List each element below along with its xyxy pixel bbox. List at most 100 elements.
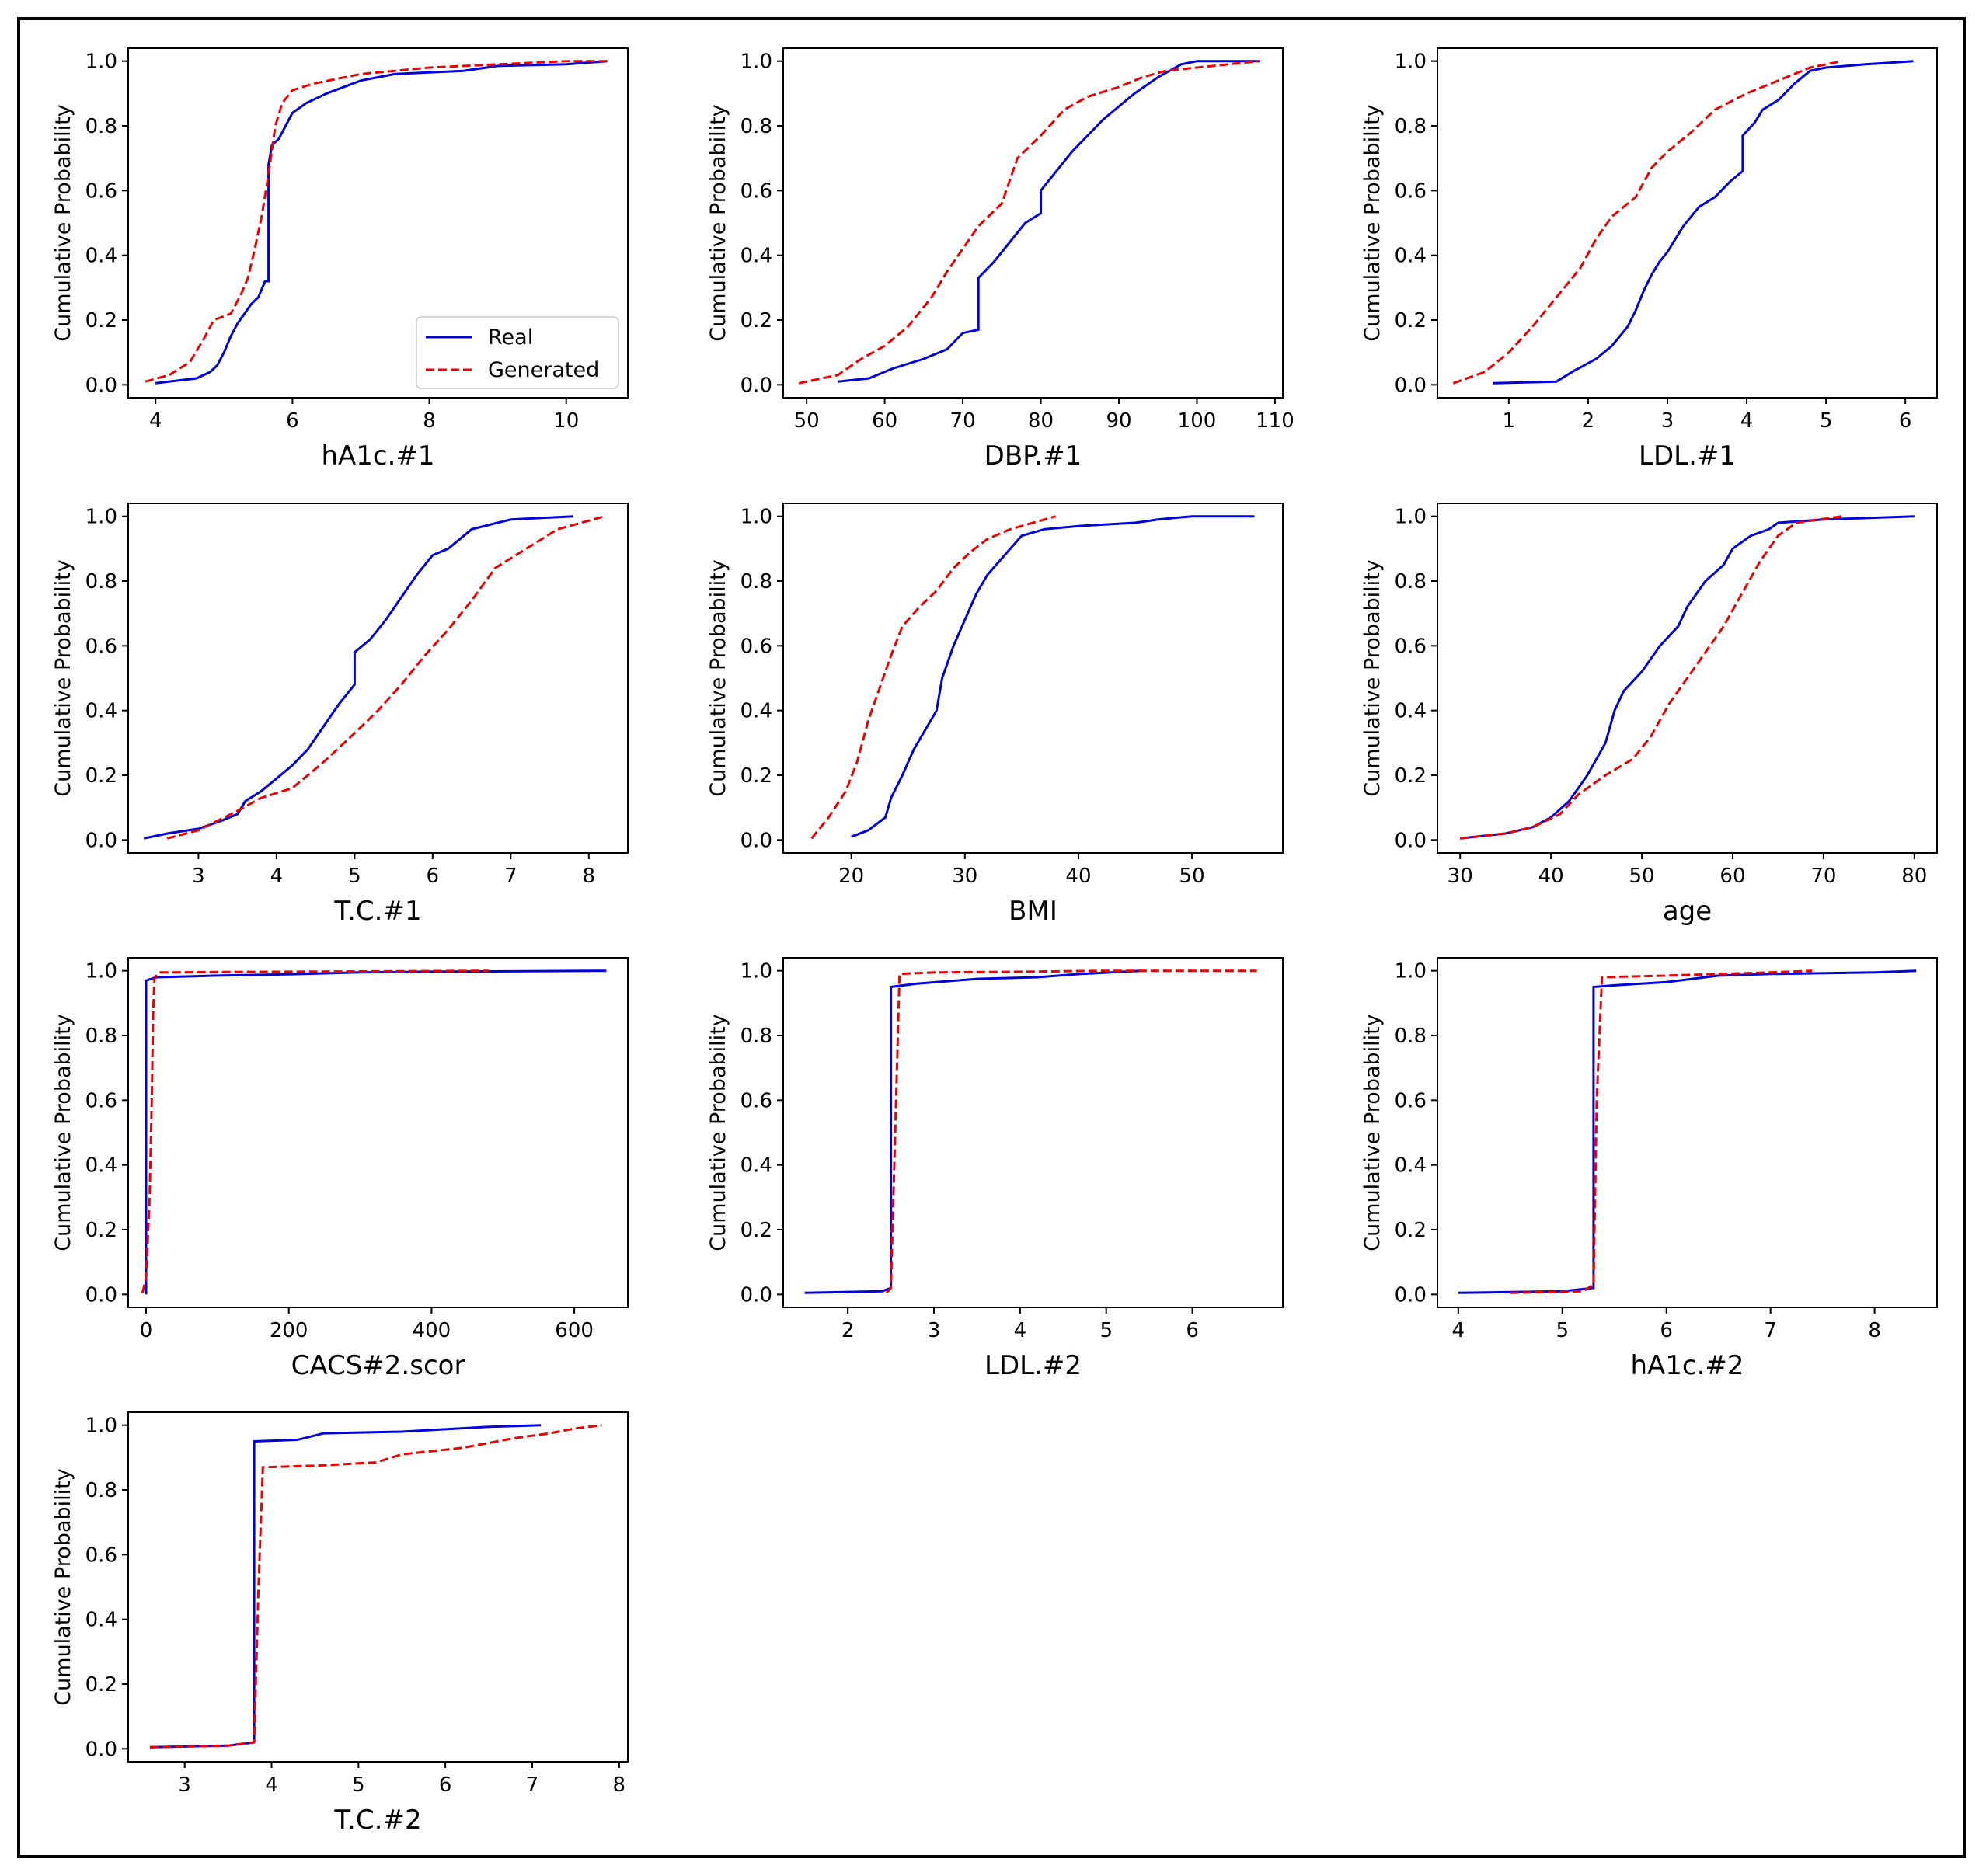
x-tick-label: 6 [286, 409, 299, 433]
x-tick-label: 8 [582, 865, 595, 888]
x-axis-label: hA1c.#1 [321, 440, 434, 472]
y-tick-label: 0.2 [85, 1673, 117, 1697]
y-axis-label: Cumulative Probability [1361, 104, 1385, 341]
y-tick-label: 0.2 [740, 309, 772, 332]
series-line-real [838, 60, 1260, 383]
plot-axes-frame [782, 47, 1284, 399]
x-tick-label: 4 [1014, 1319, 1027, 1342]
y-tick-label: 0.4 [740, 700, 772, 723]
y-tick-label: 0.6 [85, 179, 117, 203]
x-tick-label: 6 [1660, 1319, 1673, 1342]
x-tick-label: 3 [178, 1773, 191, 1797]
x-axis-label: age [1663, 896, 1712, 927]
series-line-real [1458, 969, 1917, 1294]
y-tick-label: 0.6 [85, 1089, 117, 1112]
y-tick-label: 0.4 [85, 245, 117, 268]
y-tick-label: 0.0 [85, 1283, 117, 1307]
y-tick-label: 0.0 [85, 829, 117, 852]
chart-panel-6: 0.0 0.2 0.4 0.6 0.8 1.0 30 40 50 60 70 80 age Cumulat… [1361, 503, 1938, 927]
x-tick-label: 50 [794, 409, 820, 433]
chart-panel-8: 0.0 0.2 0.4 0.6 0.8 1.0 2 3 4 5 6 LDL.#2 Cumulative … [706, 957, 1284, 1381]
x-tick-label: 4 [149, 409, 162, 433]
y-tick-label: 0.2 [740, 1219, 772, 1242]
y-tick-label: 0.8 [740, 1025, 772, 1048]
y-tick-label: 0.0 [740, 829, 772, 852]
x-tick-label: 5 [1556, 1319, 1569, 1342]
y-axis-label: Cumulative Probability [706, 104, 730, 341]
x-tick-label: 4 [1452, 1319, 1465, 1342]
y-tick-label: 0.2 [740, 764, 772, 788]
y-tick-label: 0.0 [85, 374, 117, 397]
y-tick-label: 0.6 [85, 635, 117, 658]
x-tick-label: 5 [352, 1773, 365, 1797]
x-tick-label: 80 [1901, 865, 1927, 888]
y-tick-label: 0.4 [1395, 245, 1427, 268]
x-tick-label: 2 [841, 1319, 855, 1342]
y-tick-label: 0.8 [740, 570, 772, 593]
x-tick-label: 7 [526, 1773, 539, 1797]
x-tick-label: 60 [872, 409, 897, 433]
series-line-generated [1510, 969, 1813, 1294]
series-line-real [143, 515, 573, 840]
plot-axes-frame [127, 47, 629, 399]
series-line-real [851, 515, 1255, 838]
y-tick-label: 0.2 [85, 764, 117, 788]
figure-frame [17, 17, 1966, 1858]
series-line-real [145, 969, 607, 1295]
x-tick-label: 50 [1629, 865, 1654, 888]
x-tick-label: 200 [270, 1319, 308, 1342]
x-axis-label: LDL.#2 [984, 1350, 1082, 1381]
series-line-generated [141, 969, 489, 1293]
y-tick-label: 1.0 [740, 506, 772, 529]
x-tick-label: 3 [1661, 409, 1674, 433]
y-tick-label: 0.6 [740, 1089, 772, 1112]
y-tick-label: 0.8 [740, 115, 772, 138]
x-tick-label: 6 [1186, 1319, 1199, 1342]
x-tick-label: 30 [952, 865, 977, 888]
x-tick-label: 5 [348, 865, 361, 888]
x-axis-label: LDL.#1 [1639, 440, 1736, 472]
x-axis-label: DBP.#1 [984, 440, 1082, 472]
chart-panel-4: 0.0 0.2 0.4 0.6 0.8 1.0 3 4 5 6 7 8 T.C.#1 Cumulative… [51, 503, 629, 927]
series-line-real [1493, 60, 1914, 385]
y-tick-label: 0.2 [85, 1219, 117, 1242]
series-line-generated [798, 60, 1260, 385]
x-tick-label: 600 [555, 1319, 594, 1342]
x-tick-label: 0 [140, 1319, 153, 1342]
chart-panel-9: 0.0 0.2 0.4 0.6 0.8 1.0 4 5 6 7 8 hA1c.#2 Cumulative… [1361, 957, 1938, 1381]
y-tick-label: 0.2 [1395, 309, 1427, 332]
x-tick-label: 70 [950, 409, 976, 433]
x-tick-label: 10 [553, 409, 579, 433]
series-line-real [155, 60, 608, 385]
plot-axes-frame [127, 957, 629, 1308]
x-tick-label: 3 [928, 1319, 941, 1342]
y-tick-label: 0.2 [1395, 1219, 1427, 1242]
y-tick-label: 0.8 [85, 1479, 117, 1502]
chart-panel-3: 0.0 0.2 0.4 0.6 0.8 1.0 1 2 3 4 5 6 LDL.#1 Cumulative… [1361, 47, 1938, 472]
series-line-generated [810, 515, 1057, 840]
y-tick-label: 1.0 [1395, 50, 1427, 74]
x-axis-label: CACS#2.scor [291, 1350, 465, 1381]
y-tick-label: 0.6 [740, 635, 772, 658]
x-axis-label: T.C.#1 [333, 896, 421, 927]
x-tick-label: 40 [1538, 865, 1564, 888]
series-line-generated [1460, 515, 1842, 840]
x-tick-label: 70 [1810, 865, 1836, 888]
y-tick-label: 0.6 [1395, 635, 1427, 658]
y-axis-label: Cumulative Probability [1361, 1014, 1385, 1251]
y-tick-label: 0.6 [1395, 179, 1427, 203]
x-tick-label: 80 [1028, 409, 1054, 433]
y-axis-label: Cumulative Probability [51, 559, 75, 796]
x-tick-label: 8 [423, 409, 436, 433]
x-tick-label: 4 [270, 865, 284, 888]
y-tick-label: 0.8 [85, 1025, 117, 1048]
x-tick-label: 20 [838, 865, 864, 888]
y-tick-label: 0.4 [740, 245, 772, 268]
series-line-generated [145, 60, 608, 383]
chart-panel-10: 0.0 0.2 0.4 0.6 0.8 1.0 3 4 5 6 7 8 T.C.#2 Cumulative… [51, 1411, 629, 1836]
chart-panel-7: 0.0 0.2 0.4 0.6 0.8 1.0 0 200 400 600 CACS#2.scor C… [51, 957, 629, 1381]
y-tick-label: 0.8 [1395, 570, 1427, 593]
x-tick-label: 8 [1868, 1319, 1881, 1342]
y-axis-label: Cumulative Probability [706, 559, 730, 796]
x-tick-label: 8 [613, 1773, 626, 1797]
